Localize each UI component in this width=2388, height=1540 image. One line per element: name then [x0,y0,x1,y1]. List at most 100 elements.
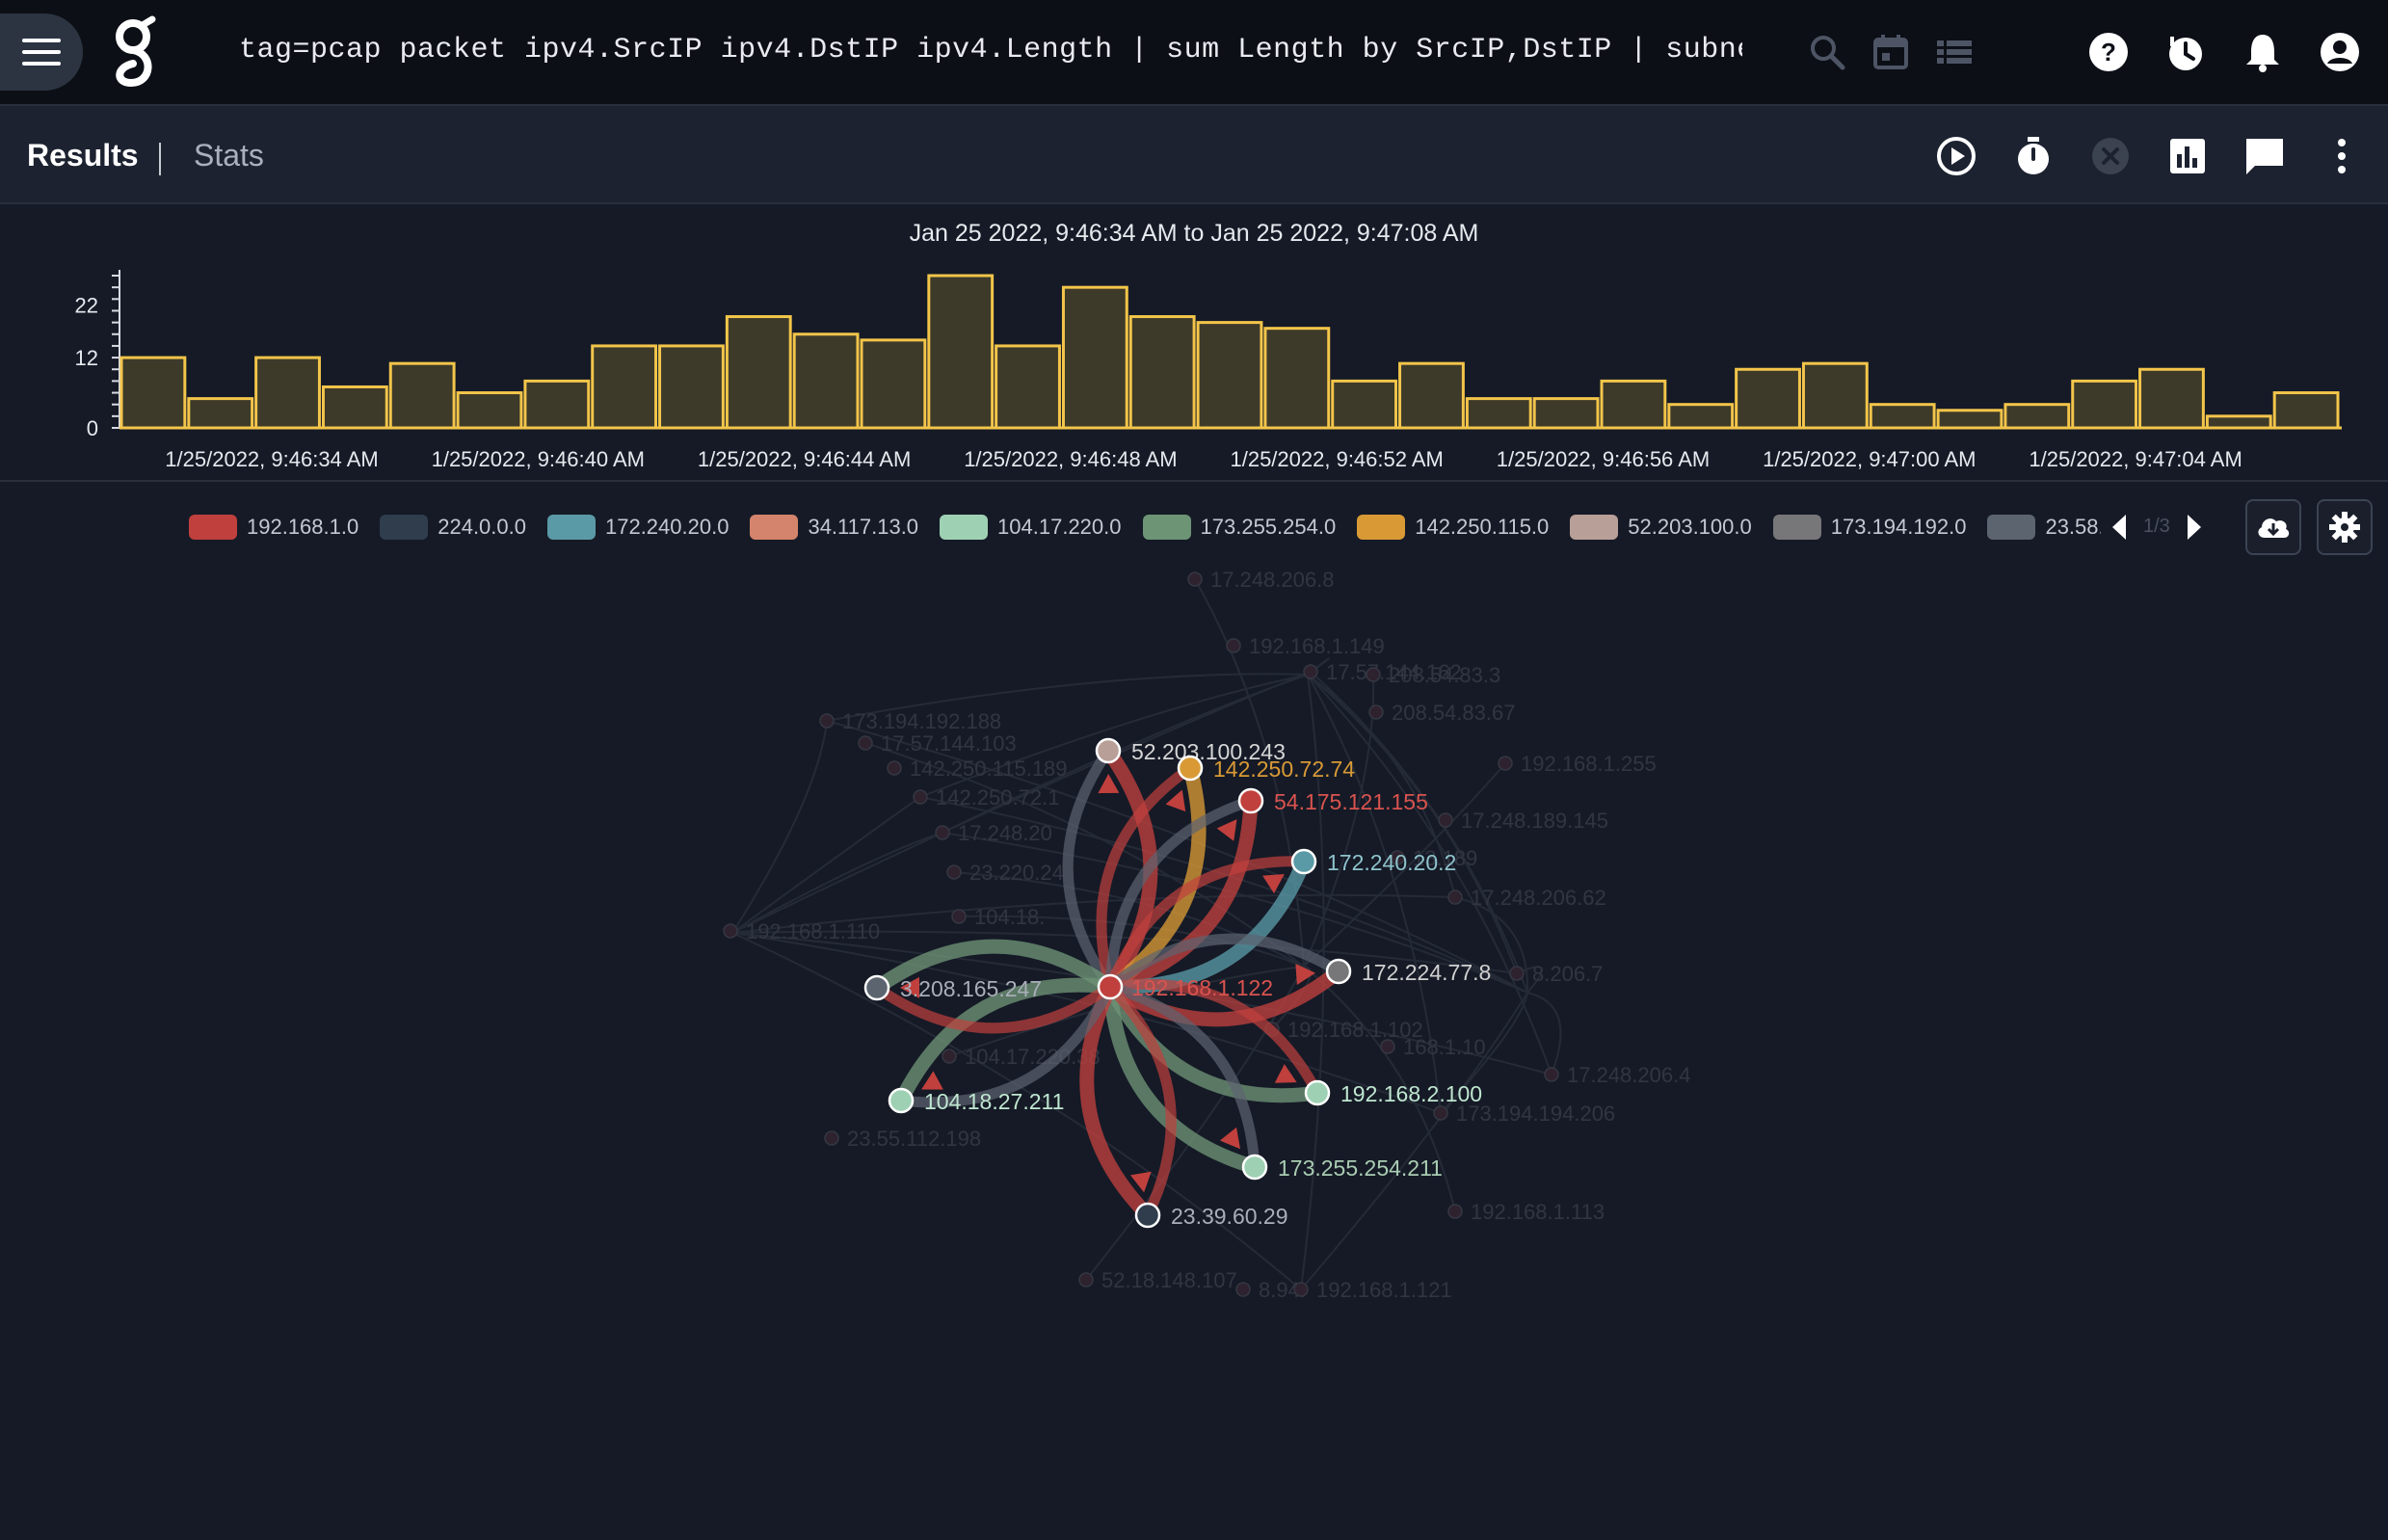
faded-node [942,1049,957,1064]
legend-label: 52.203.100.0 [1628,515,1752,539]
edge-arrow [899,976,920,998]
history-icon[interactable] [2159,25,2213,79]
faded-node [913,789,928,805]
cancel-icon[interactable] [2083,129,2137,183]
graph-node[interactable] [1325,958,1352,985]
search-icon[interactable] [1800,25,1854,79]
graph-node[interactable] [1134,1202,1161,1229]
legend-label: 142.250.115.0 [1415,515,1550,539]
edge-arrow [1295,963,1316,985]
legend-swatch [546,515,596,540]
legend-next-button[interactable] [2182,511,2205,544]
help-icon[interactable]: ? [2082,25,2136,79]
chart-icon[interactable] [2161,129,2215,183]
histogram-bar [591,344,658,430]
faded-edge [942,832,1528,994]
settings-button[interactable] [2317,499,2373,555]
graph-edge [1104,981,1260,1173]
legend-item[interactable]: 104.17.220.0 [940,511,1122,544]
legend-prev-button[interactable] [2109,511,2132,544]
faded-edge [1300,992,1528,1290]
faded-edge [1307,674,1442,1114]
legend-item[interactable]: 23.58.112.0 [1987,511,2101,544]
legend-item[interactable]: 173.255.254.0 [1142,511,1336,544]
legend-item[interactable]: 173.194.192.0 [1772,511,1966,544]
faded-background-graph: 17.248.206.8192.168.1.14917.57.144.16220… [723,568,1690,1302]
calendar-icon[interactable] [1864,25,1918,79]
faded-edge [1303,966,1456,1212]
legend-swatch [189,515,237,540]
graph-center-node[interactable] [1097,973,1124,1000]
app-logo[interactable] [108,13,162,91]
query-input[interactable]: tag=pcap packet ipv4.SrcIP ipv4.DstIP ip… [239,34,1742,66]
divider [0,480,2388,482]
graph-node[interactable] [1237,787,1264,814]
list-icon[interactable] [1927,25,1981,79]
histogram-bar [1600,379,1667,430]
graph-edge [871,981,1116,1034]
legend-item[interactable]: 172.240.20.0 [546,511,730,544]
faded-node [1390,850,1405,865]
x-tick-label: 1/25/2022, 9:46:56 AM [1497,447,1710,471]
graph-edge [1104,978,1323,1099]
comment-icon[interactable] [2238,129,2292,183]
svg-text:?: ? [2101,38,2116,66]
edge-arrow [921,1071,943,1090]
x-tick-label: 1/25/2022, 9:46:40 AM [432,447,645,471]
menu-button[interactable] [0,13,83,91]
faded-node-label: 192.168.1.110 [746,919,880,943]
faded-node-label: 192.168.1.102 [1287,1018,1423,1042]
faded-node-label: 142.250.72.1 [936,785,1059,810]
faded-node-label: 17.248.206.4 [1567,1063,1690,1087]
tab-stats[interactable]: Stats [194,138,264,173]
graph-node[interactable] [863,974,890,1001]
faded-edge [1303,762,1506,968]
faded-edge [1310,671,1528,994]
faded-node [1366,667,1381,682]
download-button[interactable] [2245,499,2301,555]
legend-item[interactable]: 142.250.115.0 [1357,511,1549,544]
graph-node[interactable] [888,1087,915,1114]
edge-arrow [1098,773,1120,794]
histogram-bar [995,344,1061,430]
faded-node-label: 8.206.7 [1532,962,1603,986]
more-icon[interactable] [2315,129,2369,183]
histogram-bar [2138,367,2205,430]
bell-icon[interactable] [2236,25,2290,79]
tab-results[interactable]: Results [27,138,139,173]
chevron-left-icon [2112,515,2126,540]
legend-swatch [1142,515,1191,540]
account-icon[interactable] [2313,25,2367,79]
legend-item[interactable]: 224.0.0.0 [380,511,526,544]
legend-item[interactable]: 52.203.100.0 [1570,511,1752,544]
graph-node[interactable] [1304,1079,1331,1106]
faded-node [1498,756,1513,771]
histogram-bar [1532,397,1600,430]
legend-item[interactable]: 192.168.1.0 [189,511,358,544]
graph-node[interactable] [1177,755,1204,782]
histogram-chart[interactable]: 22 12 0 1/25/2022, 9:46:34 AM 1/25/2022, 9:4… [0,260,2388,477]
graph-node[interactable] [1095,737,1122,764]
play-icon[interactable] [1929,129,1983,183]
edge-group [869,743,1346,1223]
legend-label: 172.240.20.0 [604,515,730,539]
faded-node-label: 17.248.189.145 [1461,809,1608,833]
faded-edge [1307,657,1330,676]
faded-edge [731,796,921,934]
faded-node-label: 17.248.20 [958,821,1052,845]
legend-item[interactable]: 34.117.13.0 [750,511,918,544]
timer-icon[interactable] [2006,129,2060,183]
faded-node [1509,966,1525,981]
edge-arrow [1216,819,1237,841]
graph-node[interactable] [1290,848,1317,875]
histogram-bar [1936,409,2003,430]
histogram-bar [792,332,860,430]
legend-swatch [1772,515,1821,540]
network-graph[interactable]: 17.248.206.8192.168.1.14917.57.144.16220… [0,559,2388,1540]
faded-edge [731,720,828,934]
graph-node-label: 3.208.165.247 [900,976,1042,1001]
graph-edge [1062,745,1116,993]
graph-node[interactable] [1241,1154,1268,1181]
legend-swatch [1357,515,1406,540]
y-tick-label: 12 [75,346,98,370]
